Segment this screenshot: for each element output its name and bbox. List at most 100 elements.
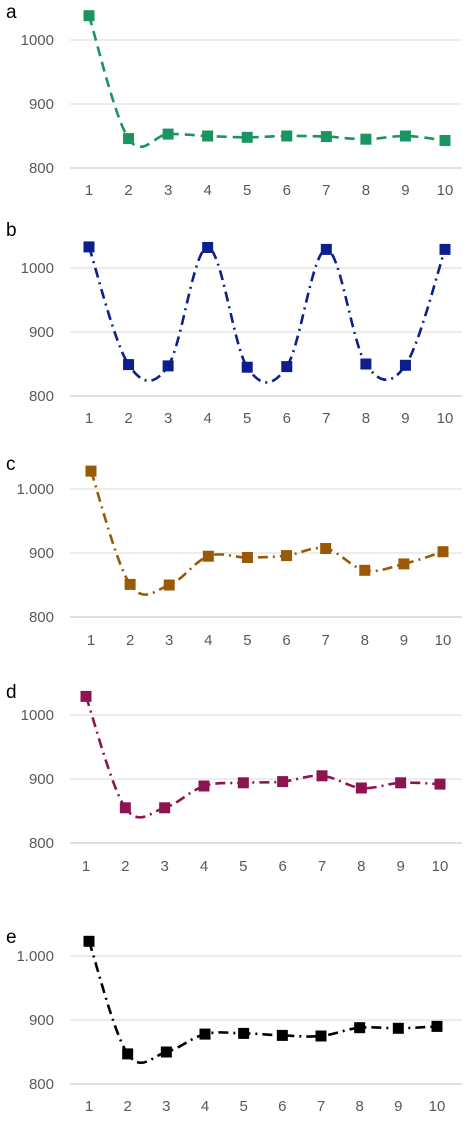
x-tick-label: 10 [437, 182, 454, 199]
data-point [122, 1048, 134, 1060]
data-point [241, 552, 253, 563]
data-point [320, 543, 332, 554]
data-point [199, 1028, 211, 1040]
data-point [316, 770, 328, 782]
data-point [360, 133, 372, 145]
data-point [123, 133, 135, 145]
chart-panel-a: a 800 900 1000 1 2 3 4 5 6 7 8 9 10 [6, 2, 462, 199]
x-tick-label: 7 [322, 410, 330, 427]
data-point [202, 130, 214, 142]
series-line [87, 940, 438, 1065]
x-tick-label: 10 [435, 632, 452, 649]
x-tick-label: 3 [164, 182, 172, 199]
data-point [281, 550, 293, 562]
chart-panel-c: c 800 900 1.000 1 2 3 4 5 6 7 8 9 10 [6, 454, 462, 649]
x-tick-label: 5 [239, 858, 247, 875]
data-point [124, 578, 136, 590]
x-tick-label: 1 [87, 632, 95, 649]
data-point [360, 358, 372, 370]
data-point [241, 131, 253, 143]
x-tick-label: 8 [362, 410, 370, 427]
data-point [315, 1030, 327, 1042]
data-point [237, 777, 249, 789]
x-tick-label: 6 [278, 1098, 286, 1115]
x-tick-label: 6 [283, 410, 291, 427]
x-tick-label: 2 [124, 410, 132, 427]
x-tick-label: 10 [437, 410, 454, 427]
x-tick-label: 3 [164, 410, 172, 427]
x-tick-label: 1 [85, 410, 93, 427]
data-point [320, 243, 332, 255]
panel-letter: a [6, 2, 17, 23]
data-point [399, 130, 411, 142]
x-tick-label: 1 [82, 858, 90, 875]
data-point [162, 128, 174, 140]
x-tick-label: 10 [429, 1098, 446, 1115]
data-point [241, 361, 253, 373]
x-tick-label: 6 [278, 858, 286, 875]
x-tick-label: 6 [283, 182, 291, 199]
x-tick-label: 2 [121, 858, 129, 875]
x-tick-label: 9 [400, 632, 408, 649]
panel-letter: e [6, 927, 17, 948]
data-point [80, 690, 92, 702]
data-point [159, 802, 171, 814]
y-tick-label: 900 [29, 96, 54, 113]
data-point [395, 777, 407, 789]
x-tick-label: 5 [243, 182, 251, 199]
data-point [434, 778, 446, 790]
y-tick-label: 1000 [21, 260, 54, 277]
data-point [163, 579, 175, 591]
data-point [320, 131, 332, 143]
data-point [399, 359, 411, 371]
y-tick-label: 1.000 [16, 948, 54, 965]
x-tick-label: 5 [243, 632, 251, 649]
data-point [431, 1020, 443, 1032]
x-tick-label: 3 [162, 1098, 170, 1115]
panel-letter: b [6, 220, 17, 241]
x-tick-label: 1 [85, 1098, 93, 1115]
y-tick-label: 1.000 [16, 481, 54, 498]
data-point [198, 780, 210, 792]
y-tick-label: 900 [29, 545, 54, 562]
data-point [398, 558, 410, 570]
x-tick-label: 3 [165, 632, 173, 649]
chart-panel-b: b 800 900 1000 1 2 3 4 5 6 7 8 9 10 [6, 220, 462, 427]
x-tick-label: 9 [401, 182, 409, 199]
data-point [202, 550, 214, 562]
data-point [83, 935, 95, 947]
data-point [162, 360, 174, 372]
y-tick-label: 900 [29, 1012, 54, 1029]
x-tick-label: 4 [200, 858, 208, 875]
data-point [392, 1022, 404, 1034]
x-tick-label: 7 [322, 182, 330, 199]
data-point [119, 802, 131, 814]
series-line [87, 246, 447, 384]
panel-letter: c [6, 454, 16, 475]
x-tick-label: 1 [85, 182, 93, 199]
x-tick-label: 4 [203, 410, 211, 427]
y-tick-label: 1000 [21, 32, 54, 49]
x-tick-label: 8 [361, 632, 369, 649]
x-tick-label: 3 [160, 858, 168, 875]
data-point [437, 546, 449, 558]
series-line [89, 470, 444, 596]
x-tick-label: 6 [282, 632, 290, 649]
data-point [160, 1046, 172, 1058]
x-tick-label: 9 [396, 858, 404, 875]
data-point [202, 242, 214, 253]
x-tick-label: 9 [394, 1098, 402, 1115]
y-tick-label: 800 [29, 609, 54, 626]
data-point [281, 130, 293, 142]
chart-panel-e: e 800 900 1.000 1 2 3 4 5 6 7 8 9 10 [6, 927, 462, 1115]
y-tick-label: 800 [29, 835, 54, 852]
x-tick-label: 9 [401, 410, 409, 427]
data-point [83, 241, 95, 253]
x-tick-label: 7 [317, 1098, 325, 1115]
x-tick-label: 5 [239, 1098, 247, 1115]
data-point [276, 1029, 288, 1041]
y-tick-label: 900 [29, 771, 54, 788]
y-tick-label: 800 [29, 160, 54, 177]
data-point [359, 564, 371, 576]
